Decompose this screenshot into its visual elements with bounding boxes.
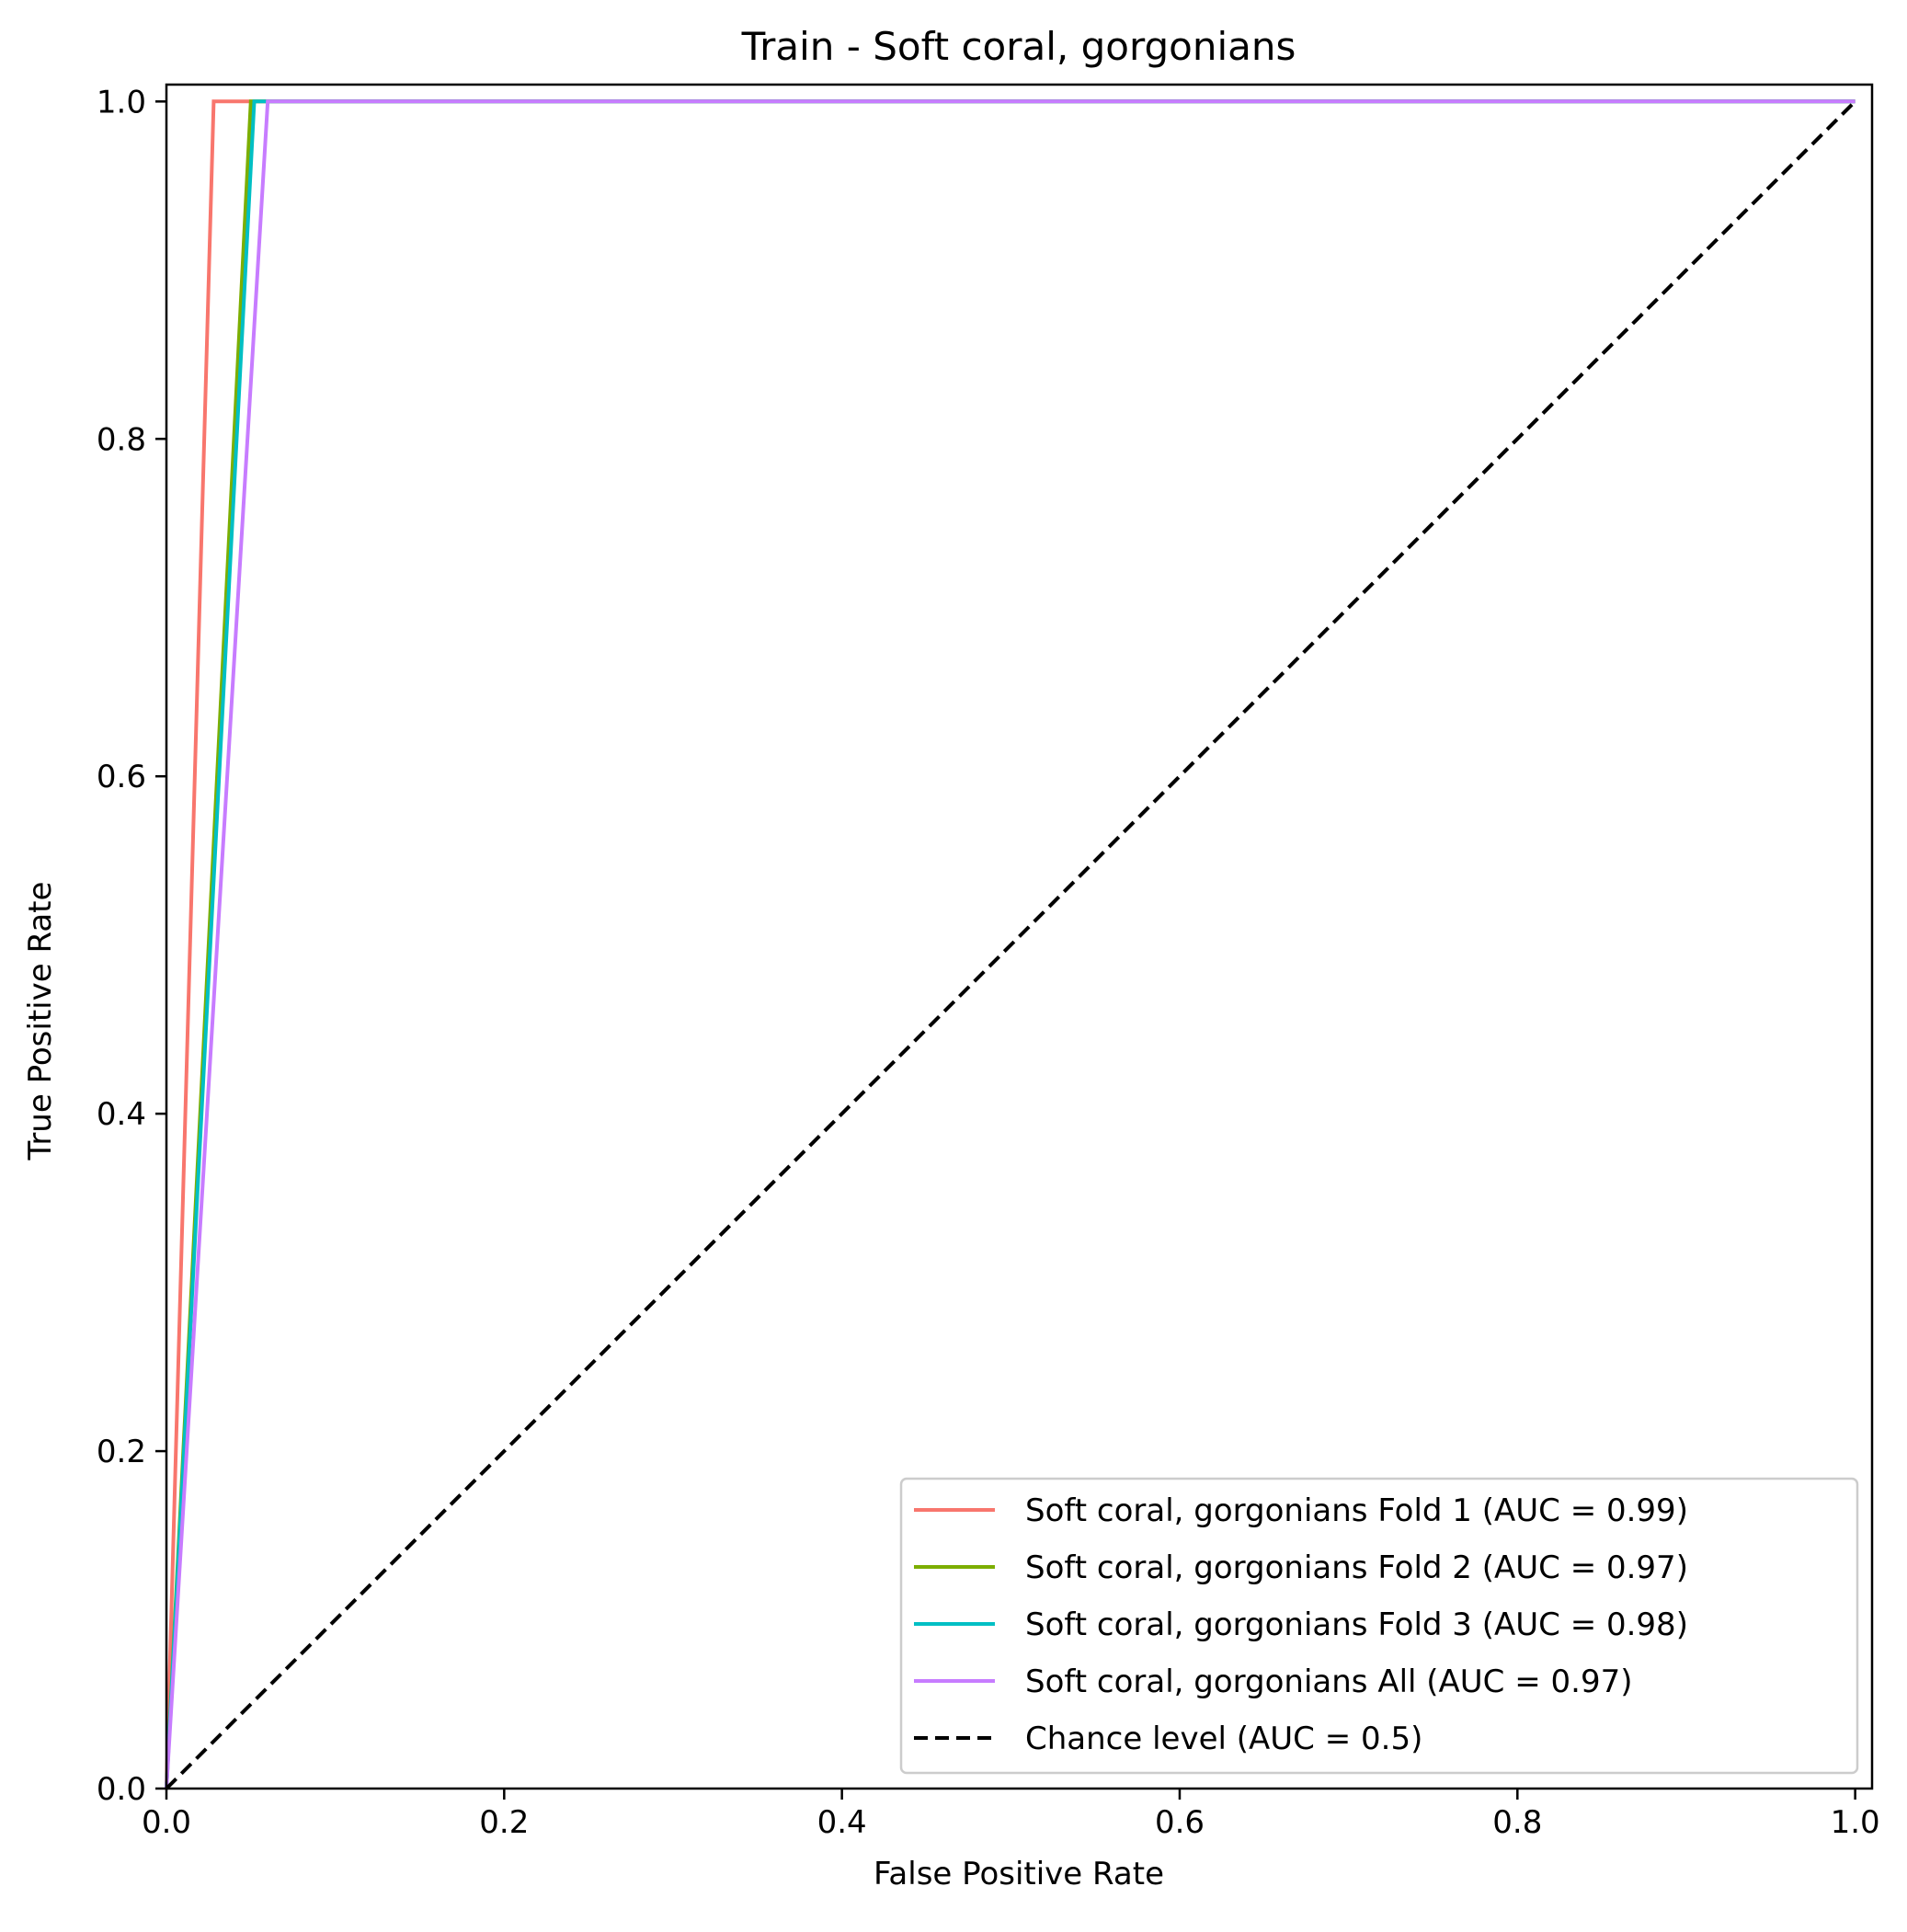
legend: Soft coral, gorgonians Fold 1 (AUC = 0.9… xyxy=(899,1477,1859,1775)
legend-label-5: Chance level (AUC = 0.5) xyxy=(1025,1721,1422,1757)
plot-frame xyxy=(165,83,1874,1790)
legend-label-4: Soft coral, gorgonians All (AUC = 0.97) xyxy=(1025,1663,1633,1700)
x-tick-label: 0.6 xyxy=(1155,1804,1205,1841)
y-tick-label: 0.4 xyxy=(97,1096,146,1133)
axes: 0.0 0.2 0.4 0.6 0.8 1.0 0.0 0.2 0.4 0.6 0.8 1.0 xyxy=(97,83,1880,1841)
y-tick-label: 0.6 xyxy=(97,759,146,795)
y-axis-label: True Positive Rate xyxy=(22,882,59,1161)
x-tick-label: 0.8 xyxy=(1492,1804,1542,1841)
series-line-5 xyxy=(165,99,1857,1790)
legend-label-3: Soft coral, gorgonians Fold 3 (AUC = 0.9… xyxy=(1025,1606,1688,1643)
series-line-4 xyxy=(165,99,1856,1789)
y-tick-label: 0.0 xyxy=(97,1771,146,1808)
legend-label-1: Soft coral, gorgonians Fold 1 (AUC = 0.9… xyxy=(1025,1492,1688,1529)
x-tick-label: 0.4 xyxy=(817,1804,867,1841)
legend-label-2: Soft coral, gorgonians Fold 2 (AUC = 0.9… xyxy=(1025,1549,1688,1586)
chart-title: Train - Soft coral, gorgonians xyxy=(741,24,1296,69)
plot-area xyxy=(165,99,1857,1790)
x-tick-label: 1.0 xyxy=(1831,1804,1880,1841)
x-tick-label: 0.0 xyxy=(142,1804,191,1841)
y-tick-label: 0.8 xyxy=(97,421,146,458)
x-axis-label: False Positive Rate xyxy=(874,1856,1164,1892)
legend-box xyxy=(899,1477,1859,1775)
x-tick-label: 0.2 xyxy=(479,1804,529,1841)
y-tick-label: 0.2 xyxy=(97,1434,146,1470)
y-tick-label: 1.0 xyxy=(97,84,146,120)
